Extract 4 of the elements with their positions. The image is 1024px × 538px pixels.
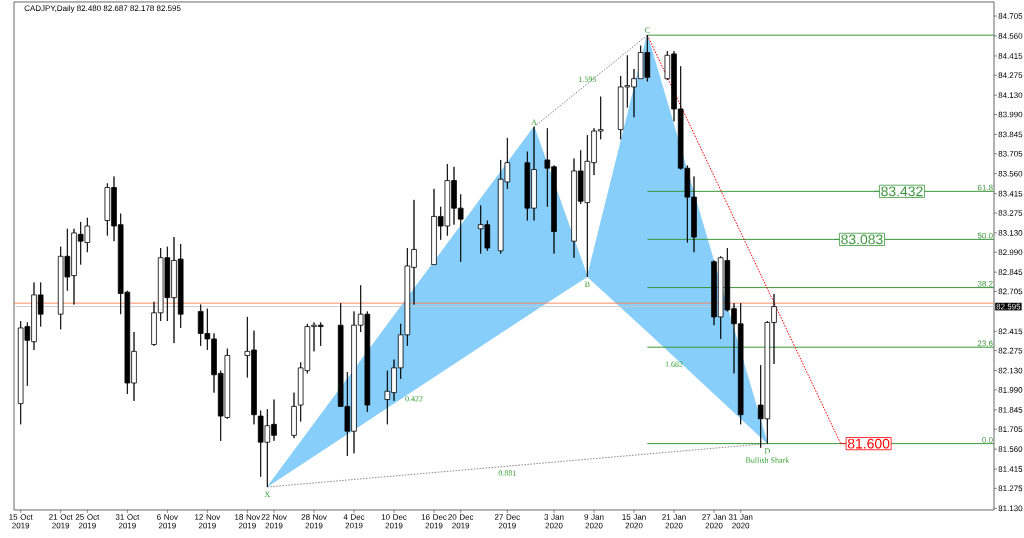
data-label: 81.600 [847,438,890,449]
candlestick [291,392,297,439]
data-label: 83.083 [841,234,883,245]
data-label: 83.432 [881,186,923,197]
